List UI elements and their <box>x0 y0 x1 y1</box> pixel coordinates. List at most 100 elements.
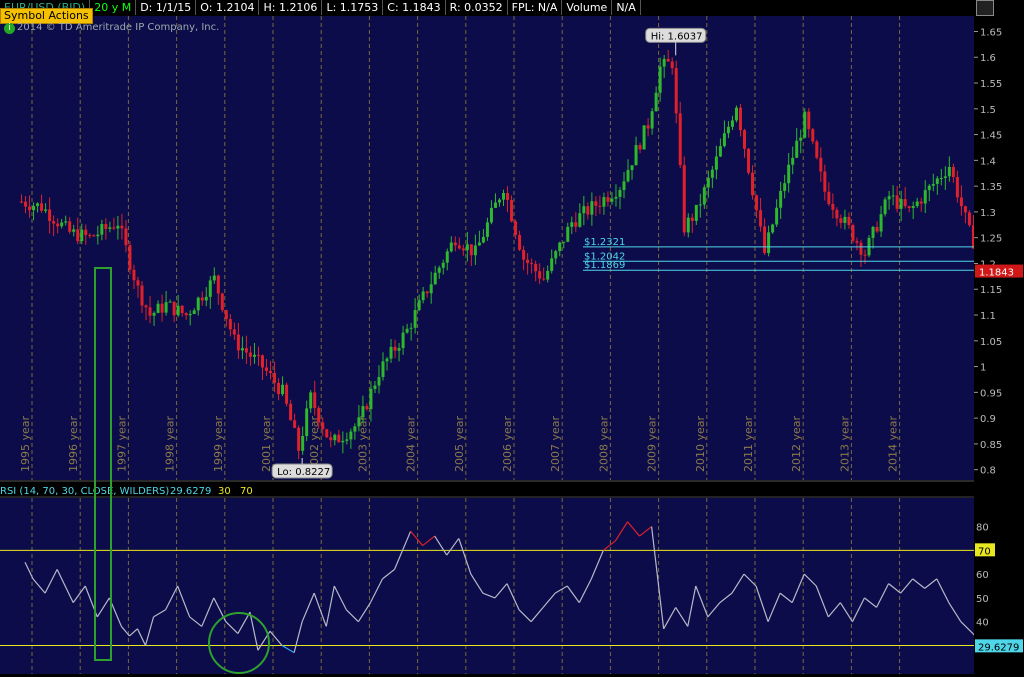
candle-body <box>393 346 397 351</box>
rsi-last-label: 29.6279 <box>978 642 1019 653</box>
candle-body <box>586 206 590 215</box>
candle-body <box>313 392 317 409</box>
candle-body <box>562 241 566 243</box>
info-icon[interactable]: i <box>4 23 15 34</box>
rsi-panel[interactable] <box>0 498 974 674</box>
rsi-ticks: 807060504070 <box>0 523 995 646</box>
candle-body <box>220 293 224 311</box>
user-drawings[interactable] <box>94 267 270 674</box>
candle-body <box>626 170 630 182</box>
price-panel[interactable] <box>0 16 974 480</box>
rsi-segment <box>177 585 191 618</box>
rsi-segment <box>663 607 677 630</box>
candle-body <box>481 236 485 243</box>
rsi-segment <box>281 644 295 654</box>
candle-body <box>88 235 92 237</box>
rsi-segment <box>120 626 130 637</box>
candle-body <box>409 327 413 329</box>
candle-body <box>457 245 461 249</box>
candle-body <box>44 209 48 211</box>
candle-body <box>445 251 449 263</box>
candle-body <box>827 191 831 204</box>
candle-body <box>56 223 60 227</box>
year-label: 2005 year <box>453 415 466 472</box>
candle-body <box>787 164 791 184</box>
candle-body <box>349 431 353 440</box>
candle-body <box>136 280 140 286</box>
price-level-label: $1.2321 <box>584 237 625 248</box>
candle-body <box>534 263 538 272</box>
rsi-segment <box>518 609 532 623</box>
symbol-actions-button[interactable]: Symbol Actions <box>0 8 93 24</box>
candle-body <box>325 429 329 438</box>
candle-body <box>807 111 811 130</box>
rsi-tick-label: 40 <box>976 618 989 629</box>
rsi-segment <box>333 585 347 611</box>
candle-body <box>329 437 333 441</box>
copyright-text: 2014 © TD Ameritrade IP Company, Inc. <box>17 22 220 33</box>
candle-body <box>297 427 301 451</box>
candle-body <box>763 226 767 254</box>
rsi-segment <box>482 592 496 599</box>
year-label: 1998 year <box>164 415 177 472</box>
candle-body <box>68 221 72 232</box>
candle-body <box>40 203 44 211</box>
candle-body <box>823 171 827 192</box>
candle-body <box>747 148 751 173</box>
rsi-segment <box>767 592 781 622</box>
candle-body <box>305 408 309 437</box>
candle-body <box>658 66 662 93</box>
rsi-segment <box>779 592 793 604</box>
rsi-segment <box>888 583 902 594</box>
price-levels[interactable]: $1.2321 $1.2042$1.1869 1.1843 <box>583 237 1023 279</box>
candle-body <box>630 165 634 171</box>
candle-body <box>530 263 534 265</box>
candle-body <box>967 212 971 226</box>
rsi-segment <box>924 578 938 589</box>
candle-body <box>164 302 168 313</box>
candle-body <box>20 201 23 203</box>
price-tick-label: 1.1 <box>980 311 996 322</box>
rsi-segment <box>554 585 568 594</box>
candle-body <box>100 224 104 235</box>
candle-body <box>28 206 32 211</box>
candle-body <box>212 275 216 281</box>
candle-body <box>602 197 606 207</box>
year-label: 2011 year <box>742 415 755 472</box>
candle-body <box>755 195 759 211</box>
candle-body <box>489 207 493 223</box>
candle-body <box>465 244 469 251</box>
last-price-label: 1.1843 <box>979 268 1014 279</box>
drawing-tool-icon[interactable] <box>976 0 994 16</box>
candle-body <box>743 130 746 149</box>
candle-body <box>775 207 779 225</box>
rsi-segment <box>851 597 866 622</box>
period-label[interactable]: 20 y M <box>90 0 137 15</box>
candle-body <box>425 291 429 294</box>
price-tick-label: 0.9 <box>980 414 996 425</box>
candle-body <box>919 201 923 204</box>
price-tick-label: 1.15 <box>980 285 1002 296</box>
rsi-segment <box>960 621 974 634</box>
year-label: 2014 year <box>887 415 900 472</box>
field-volume-value: N/A <box>612 0 641 15</box>
candle-body <box>236 334 240 351</box>
candle-body <box>815 141 819 158</box>
candle-body <box>678 113 682 166</box>
year-label: 2001 year <box>260 415 273 472</box>
candle-body <box>373 385 377 389</box>
rsi-segment <box>936 578 950 603</box>
candle-body <box>168 301 172 303</box>
candle-body <box>606 197 610 202</box>
year-label: 2010 year <box>694 415 707 472</box>
price-tick-label: 1.25 <box>980 234 1002 245</box>
candle-body <box>698 204 702 206</box>
price-level-label: $1.1869 <box>584 260 625 271</box>
candle-body <box>381 361 385 378</box>
candle-body <box>514 221 518 235</box>
rsi-segment <box>948 602 962 622</box>
rsi-segment <box>458 538 472 575</box>
candle-body <box>72 229 76 232</box>
field-close: C: 1.1843 <box>383 0 446 15</box>
